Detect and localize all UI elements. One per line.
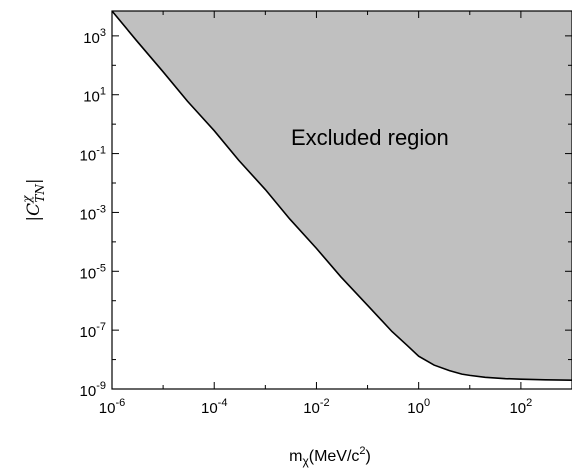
y-tick-label: 101 <box>83 86 106 106</box>
y-tick-label: 10-9 <box>80 380 106 400</box>
y-axis-ticks <box>112 35 572 390</box>
x-tick-label: 10-6 <box>99 397 125 417</box>
x-axis-tick-labels: 10-6 10-4 10-2 100 102 <box>99 397 533 417</box>
limit-curve <box>111 10 572 381</box>
x-tick-label: 10-4 <box>201 397 227 417</box>
plot-frame <box>111 10 572 390</box>
y-tick-label: 10-3 <box>80 203 106 223</box>
x-tick-label: 10-2 <box>303 397 329 417</box>
y-axis-label: |CχTN| <box>20 178 47 221</box>
x-tick-label: 102 <box>509 397 532 417</box>
y-tick-label: 10-7 <box>80 321 106 341</box>
y-tick-label: 103 <box>83 27 106 47</box>
y-tick-label: 10-5 <box>80 262 106 282</box>
x-axis-ticks <box>111 11 572 389</box>
annotation-excluded-region: Excluded region <box>291 125 449 150</box>
y-tick-label: 10-1 <box>80 145 106 165</box>
x-tick-label: 100 <box>407 397 430 417</box>
excluded-region-fill <box>112 11 572 381</box>
x-axis-label: mχ(MeV/c2) <box>289 445 371 468</box>
y-axis-tick-labels: 10-9 10-7 10-5 10-3 10-1 101 103 <box>80 27 106 400</box>
